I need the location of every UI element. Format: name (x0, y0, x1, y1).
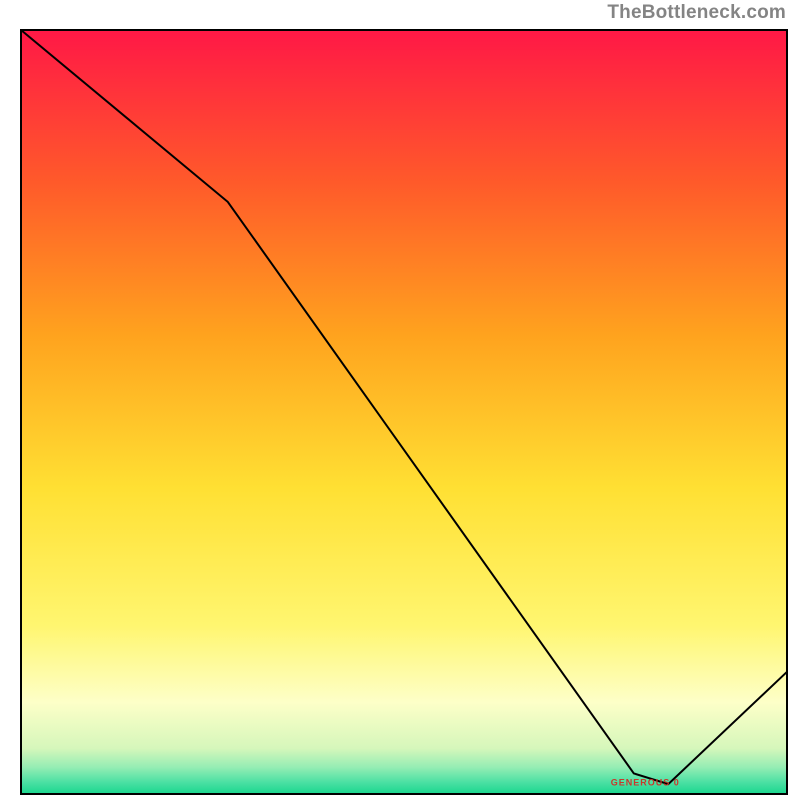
chart-frame: TheBottleneck.com GENEROUS 0 (0, 0, 800, 800)
bottleneck-chart: GENEROUS 0 (0, 0, 800, 800)
marker-label: GENEROUS 0 (611, 778, 680, 788)
plot-background (21, 30, 787, 794)
